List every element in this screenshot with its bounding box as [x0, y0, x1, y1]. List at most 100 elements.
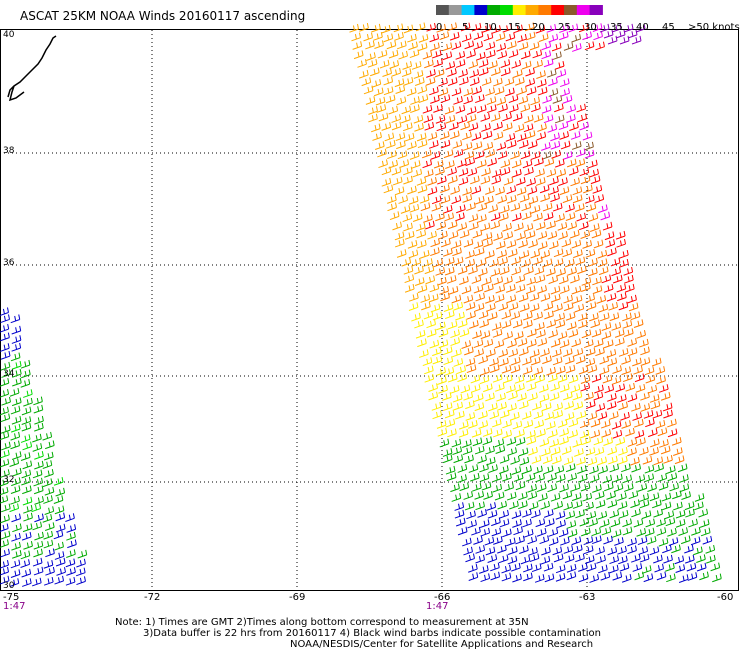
wind-barb: [576, 410, 587, 420]
wind-barb: [466, 49, 476, 59]
wind-barb: [536, 329, 546, 339]
wind-barb: [403, 76, 414, 86]
wind-barb: [370, 123, 381, 133]
wind-barb: [562, 248, 573, 258]
wind-barb: [572, 186, 583, 196]
wind-barb: [466, 364, 477, 374]
wind-barb: [535, 177, 546, 186]
wind-barb: [422, 357, 433, 367]
wind-barb: [447, 320, 458, 330]
wind-barb: [567, 221, 578, 231]
wind-barb: [499, 266, 510, 275]
wind-barb: [529, 292, 540, 302]
wind-barb: [603, 437, 613, 447]
wind-barb: [625, 427, 635, 437]
wind-barb: [426, 22, 437, 32]
wind-barb: [559, 339, 570, 349]
wind-barb: [567, 267, 577, 276]
wind-barb: [10, 440, 20, 450]
wind-barb: [543, 212, 554, 221]
wind-barb: [428, 140, 439, 149]
wind-barb: [493, 77, 503, 87]
legend-swatch: [512, 5, 527, 15]
note-line-1: Note: 1) Times are GMT 2)Times along bot…: [115, 617, 529, 628]
speed-legend: [436, 5, 603, 15]
wind-barb: [519, 303, 530, 312]
wind-barb: [686, 562, 697, 572]
wind-barb: [673, 447, 683, 457]
wind-barb: [607, 357, 618, 367]
wind-barb: [43, 539, 54, 549]
wind-barb: [447, 373, 458, 383]
wind-barb: [388, 49, 399, 59]
wind-barb: [523, 419, 534, 429]
wind-barb: [548, 33, 559, 43]
wind-barb: [463, 95, 473, 105]
wind-barb: [541, 142, 551, 151]
wind-barb: [359, 22, 369, 32]
wind-barb: [439, 438, 450, 448]
wind-barb: [607, 499, 618, 509]
wind-barb: [519, 193, 530, 203]
wind-barb: [641, 565, 652, 574]
wind-barb: [566, 158, 577, 168]
wind-barb: [499, 465, 509, 474]
wind-barb: [485, 295, 495, 304]
wind-barb: [652, 409, 663, 419]
wind-barb: [53, 530, 64, 540]
wind-barb: [22, 578, 32, 587]
wind-barb: [523, 311, 533, 321]
wind-barb: [550, 338, 561, 348]
wind-barb: [527, 186, 538, 195]
wind-barb: [611, 23, 622, 33]
wind-barb: [11, 325, 22, 335]
wind-barb: [512, 168, 522, 178]
wind-barb: [485, 392, 495, 402]
wind-barb: [596, 555, 606, 564]
lon-label-63: -63: [579, 592, 595, 603]
wind-barb: [0, 323, 10, 333]
wind-barb: [517, 338, 528, 347]
wind-barb: [21, 422, 32, 432]
wind-barb: [649, 492, 660, 502]
wind-barb: [510, 455, 520, 465]
wind-barb: [533, 410, 544, 420]
wind-barb: [437, 175, 447, 185]
wind-barb: [410, 160, 421, 169]
wind-barb: [586, 562, 597, 572]
wind-barb: [616, 283, 627, 293]
wind-barb: [432, 410, 443, 420]
wind-barb: [571, 492, 582, 502]
wind-barb: [480, 330, 491, 340]
wind-barb: [463, 87, 474, 97]
wind-barb: [469, 320, 479, 329]
wind-barb: [705, 544, 716, 554]
wind-barb: [416, 177, 427, 186]
wind-barb: [640, 357, 651, 366]
wind-barb: [501, 564, 511, 574]
wind-barb: [33, 477, 43, 487]
wind-barb: [479, 473, 490, 483]
wind-barb: [636, 528, 647, 537]
wind-barb: [457, 158, 467, 168]
wind-barb: [631, 402, 641, 412]
wind-barb: [10, 314, 21, 324]
wind-barb: [631, 508, 641, 518]
wind-barb: [422, 104, 433, 114]
wind-barb: [490, 113, 501, 122]
wind-barb: [11, 532, 21, 542]
wind-barb: [540, 500, 550, 510]
wind-barb: [455, 517, 466, 527]
wind-barb: [401, 257, 412, 267]
wind-barb: [597, 510, 608, 520]
wind-barb: [666, 573, 676, 583]
wind-barb: [436, 122, 447, 132]
wind-barb: [578, 573, 589, 583]
wind-barb: [495, 32, 506, 42]
wind-barb: [640, 391, 650, 401]
wind-barb: [552, 202, 563, 212]
wind-barb: [552, 356, 563, 366]
wind-barb: [674, 555, 685, 565]
wind-barb: [10, 485, 21, 494]
